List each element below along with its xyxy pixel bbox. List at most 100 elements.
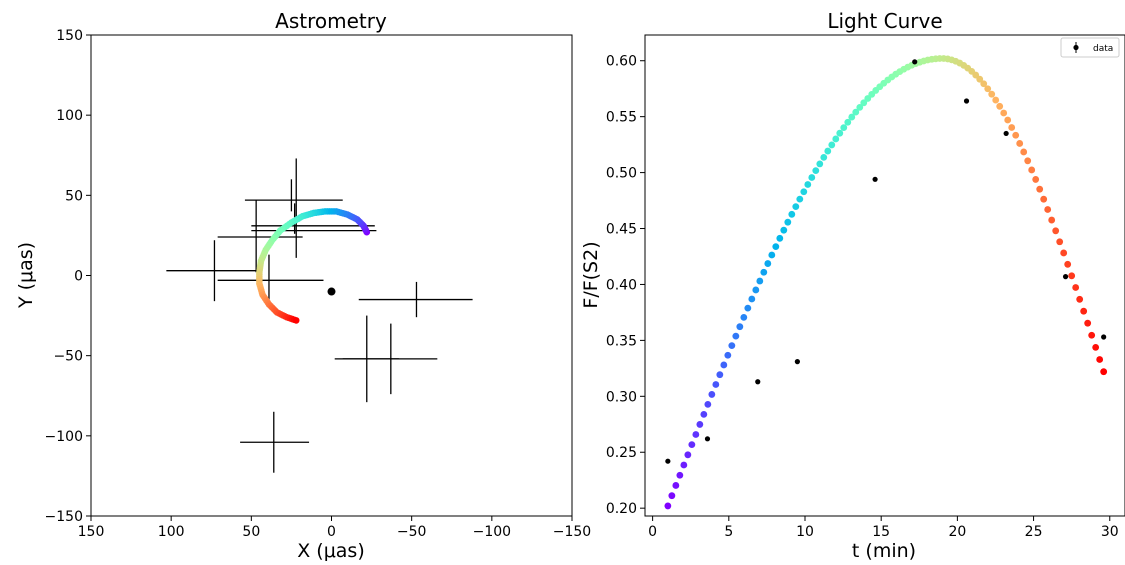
light-curve-model-point [700, 410, 708, 418]
light-curve-x-tick-label: 15 [872, 524, 890, 540]
light-curve-y-tick-label: 0.20 [606, 501, 637, 517]
light-curve-model-point [988, 90, 996, 98]
light-curve-x-tick-label: 0 [648, 524, 657, 540]
light-curve-series [664, 55, 1108, 510]
light-curve-data-point [872, 176, 878, 182]
light-curve-data-point [1062, 274, 1069, 280]
light-curve-data-point [755, 379, 761, 385]
light-curve-model-point [980, 80, 988, 88]
light-curve-model-point [764, 260, 772, 267]
legend-marker-icon [1073, 44, 1079, 51]
light-curve-model-point [740, 313, 748, 321]
light-curve-model-point [992, 96, 1000, 104]
light-curve-x-tick-label: 25 [1025, 524, 1043, 540]
light-curve-model-point [836, 129, 844, 137]
light-curve-model-point [832, 135, 840, 143]
light-curve-model-point [848, 113, 856, 121]
light-curve-model-point [724, 351, 732, 359]
light-curve-model-point [796, 195, 804, 203]
light-curve-data-point [704, 436, 711, 442]
light-curve-model-point [1080, 307, 1088, 315]
light-curve-model-point [1092, 343, 1100, 351]
light-curve-model-point [844, 118, 852, 126]
light-curve-model-point [704, 400, 712, 408]
astrometry-x-tick-label: 150 [78, 524, 105, 540]
astrometry-x-label: X (μas) [297, 540, 365, 562]
light-curve-model-point [1036, 185, 1044, 193]
light-curve-model-point [1000, 109, 1008, 117]
light-curve-panel: Light Curve 0 5 10 15 20 25 30 0.20 0.25 0.30 0.3… [580, 9, 1125, 562]
light-curve-model-point [720, 361, 728, 369]
astrometry-y-label: Y (μas) [15, 242, 37, 309]
light-curve-model-point [1100, 368, 1108, 376]
light-curve-model-point [1040, 195, 1048, 203]
light-curve-model-point [672, 482, 680, 489]
light-curve-model-point [828, 141, 836, 149]
light-curve-y-tick-label: 0.55 [606, 110, 637, 126]
light-curve-y-tick-label: 0.35 [606, 333, 637, 349]
astrometry-x-tick-label: 0 [327, 524, 336, 540]
light-curve-model-point [668, 492, 676, 500]
light-curve-model-point [1060, 249, 1068, 257]
light-curve-model-point [1084, 319, 1092, 327]
light-curve-data-point [1101, 334, 1107, 340]
astrometry-x-tick-label: 100 [158, 524, 185, 540]
light-curve-model-point [716, 371, 724, 379]
light-curve-y-tick-label: 0.25 [606, 445, 637, 461]
light-curve-model-point [736, 323, 744, 331]
light-curve-model-point [756, 277, 764, 285]
light-curve-model-point [1004, 116, 1012, 124]
light-curve-model-point [788, 210, 796, 218]
light-curve-axes-frame [644, 34, 1125, 517]
astrometry-y-tick-label: 150 [56, 28, 83, 44]
light-curve-model-point [1012, 131, 1020, 139]
light-curve-data-point [912, 59, 918, 65]
light-curve-model-point [820, 153, 828, 161]
astrometry-y-tick-label: −150 [45, 509, 83, 525]
light-curve-title: Light Curve [827, 9, 942, 33]
light-curve-x-tick-label: 5 [724, 524, 733, 540]
light-curve-model-point [804, 181, 812, 188]
light-curve-model-point [728, 342, 736, 350]
light-curve-x-label: t (min) [852, 540, 916, 562]
light-curve-model-point [664, 502, 672, 510]
light-curve-y-tick-label: 0.30 [606, 389, 637, 405]
astrometry-title: Astrometry [275, 9, 387, 33]
light-curve-model-point [712, 381, 720, 388]
light-curve-model-point [1068, 272, 1076, 280]
astrometry-center-point [327, 287, 336, 296]
light-curve-model-point [680, 461, 688, 469]
light-curve-model-point [1096, 356, 1104, 363]
light-curve-model-point [744, 304, 752, 312]
light-curve-model-point [784, 218, 792, 226]
legend: data [1060, 37, 1120, 58]
light-curve-model-point [856, 103, 864, 111]
light-curve-data-point [1003, 130, 1009, 137]
light-curve-model-point [772, 243, 780, 250]
light-curve-model-point [984, 85, 992, 93]
astrometry-x-tick-label: 50 [242, 524, 260, 540]
light-curve-x-tick-label: 30 [1101, 524, 1119, 540]
light-curve-x-ticks: 0 5 10 15 20 25 30 [648, 516, 1119, 540]
light-curve-model-point [1024, 157, 1032, 165]
light-curve-model-point [824, 147, 832, 155]
astrometry-y-tick-label: 0 [74, 269, 83, 285]
light-curve-model-point [748, 295, 756, 303]
light-curve-data-point [794, 359, 800, 365]
light-curve-model-point [1064, 260, 1072, 268]
light-curve-x-tick-label: 20 [948, 524, 966, 540]
light-curve-model-point [1020, 148, 1028, 156]
light-curve-model-point [732, 332, 740, 340]
light-curve-model-point [996, 102, 1004, 110]
legend-entry-data: data [1093, 44, 1113, 54]
astrometry-x-ticks: 150 100 50 0 −50 −100 −150 [78, 516, 591, 540]
light-curve-model-point [792, 203, 800, 211]
light-curve-model-point [1008, 124, 1016, 131]
light-curve-model-point [1076, 295, 1084, 303]
light-curve-model-point [976, 75, 984, 83]
light-curve-y-label: F/F(S2) [580, 241, 602, 308]
astrometry-x-tick-label: −150 [553, 524, 591, 540]
light-curve-model-point [768, 251, 776, 259]
light-curve-model-point [752, 286, 760, 294]
